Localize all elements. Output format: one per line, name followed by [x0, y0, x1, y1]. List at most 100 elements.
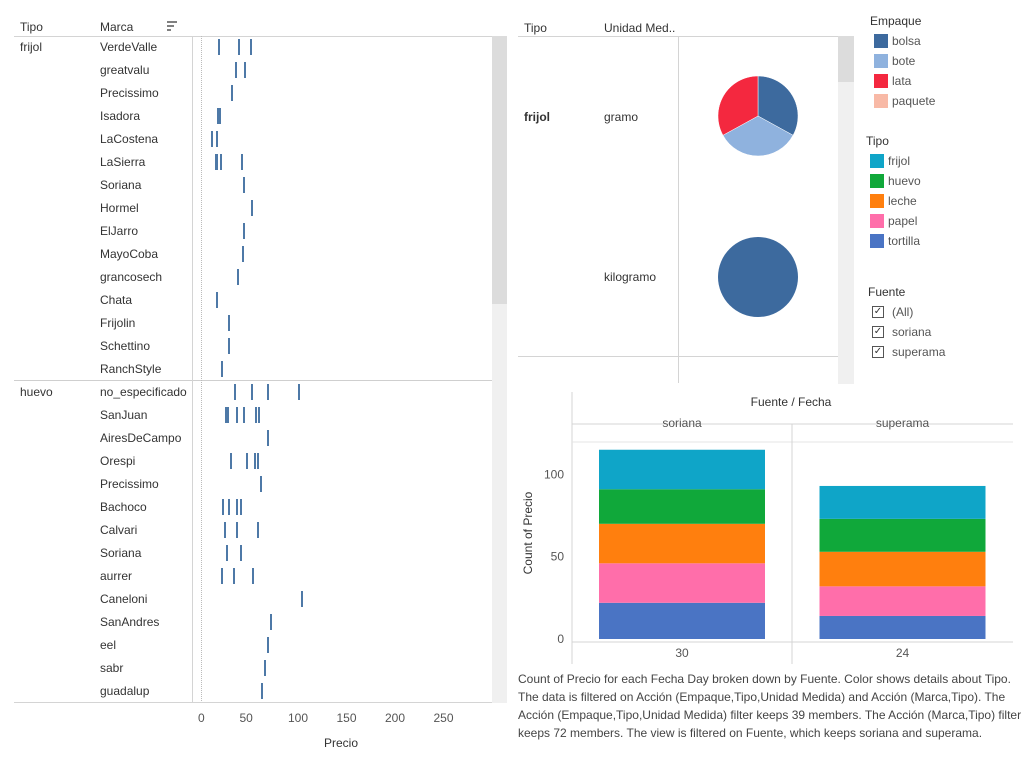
marca-label[interactable]: SanAndres: [100, 615, 160, 629]
marca-label[interactable]: guadalup: [100, 684, 150, 698]
price-mark[interactable]: [235, 499, 238, 515]
empaque-swatch-bolsa[interactable]: [874, 34, 888, 48]
marca-label[interactable]: Schettino: [100, 339, 151, 353]
marca-label[interactable]: Chata: [100, 293, 133, 307]
price-mark[interactable]: [237, 39, 240, 55]
price-mark[interactable]: [264, 660, 267, 676]
fuente-checkbox-2[interactable]: ✓: [872, 346, 884, 358]
fuente-item-label[interactable]: soriana: [892, 325, 932, 339]
marca-label[interactable]: LaCostena: [100, 132, 159, 146]
price-mark[interactable]: [236, 269, 239, 285]
pie-slice-bolsa[interactable]: [718, 237, 798, 317]
price-mark[interactable]: [228, 315, 231, 331]
marca-label[interactable]: ElJarro: [100, 224, 139, 238]
price-mark[interactable]: [215, 131, 218, 147]
price-mark[interactable]: [239, 545, 242, 561]
price-mark[interactable]: [251, 384, 254, 400]
marca-label[interactable]: Caneloni: [100, 592, 148, 606]
price-mark[interactable]: [222, 499, 225, 515]
marca-label[interactable]: VerdeValle: [100, 40, 158, 54]
marca-label[interactable]: Hormel: [100, 201, 139, 215]
marca-label[interactable]: LaSierra: [100, 155, 146, 169]
fuente-item-label[interactable]: superama: [892, 345, 946, 359]
marca-label[interactable]: AiresDeCampo: [100, 431, 182, 445]
tipo-swatch-huevo[interactable]: [870, 174, 884, 188]
price-mark[interactable]: [252, 568, 255, 584]
fuente-item-label[interactable]: (All): [892, 305, 914, 319]
bar-segment-leche[interactable]: [599, 523, 765, 564]
price-mark[interactable]: [227, 407, 230, 423]
marca-label[interactable]: RanchStyle: [100, 362, 162, 376]
price-mark[interactable]: [220, 154, 223, 170]
marca-label[interactable]: no_especificado: [100, 385, 187, 399]
tipo-swatch-tortilla[interactable]: [870, 234, 884, 248]
price-mark[interactable]: [250, 39, 253, 55]
tipo-item-papel[interactable]: papel: [888, 214, 918, 228]
price-mark[interactable]: [258, 407, 261, 423]
marca-label[interactable]: aurrer: [100, 569, 133, 583]
empaque-item-paquete[interactable]: paquete: [892, 94, 936, 108]
price-mark[interactable]: [251, 200, 254, 216]
price-mark[interactable]: [241, 246, 244, 262]
price-mark[interactable]: [260, 476, 263, 492]
price-mark[interactable]: [245, 453, 248, 469]
marca-label[interactable]: greatvalu: [100, 63, 150, 77]
price-mark[interactable]: [226, 545, 229, 561]
price-mark[interactable]: [243, 62, 246, 78]
bar-segment-leche[interactable]: [819, 551, 986, 587]
marca-label[interactable]: Bachoco: [100, 500, 147, 514]
bar-segment-papel[interactable]: [819, 586, 986, 616]
empaque-item-bote[interactable]: bote: [892, 54, 916, 68]
bar-segment-papel[interactable]: [599, 563, 765, 603]
empaque-swatch-bote[interactable]: [874, 54, 888, 68]
price-mark[interactable]: [234, 62, 237, 78]
header-marca[interactable]: Marca: [100, 20, 134, 34]
price-mark[interactable]: [218, 39, 221, 55]
sort-icon[interactable]: [166, 20, 178, 32]
marca-label[interactable]: eel: [100, 638, 117, 652]
tipo-swatch-leche[interactable]: [870, 194, 884, 208]
price-mark[interactable]: [219, 108, 222, 124]
price-mark[interactable]: [215, 292, 218, 308]
price-mark[interactable]: [257, 522, 260, 538]
tipo-item-tortilla[interactable]: tortilla: [888, 234, 921, 248]
pie-scrollbar-thumb[interactable]: [838, 36, 854, 82]
marca-label[interactable]: sabr: [100, 661, 124, 675]
price-mark[interactable]: [232, 568, 235, 584]
price-mark[interactable]: [261, 683, 264, 699]
price-mark[interactable]: [300, 591, 303, 607]
price-mark[interactable]: [254, 453, 257, 469]
bar-segment-tortilla[interactable]: [599, 602, 765, 639]
price-mark[interactable]: [266, 384, 269, 400]
price-mark[interactable]: [235, 407, 238, 423]
price-mark[interactable]: [210, 131, 213, 147]
tipo-swatch-papel[interactable]: [870, 214, 884, 228]
price-mark[interactable]: [266, 430, 269, 446]
pie-slice-bolsa[interactable]: [757, 75, 799, 136]
bar-segment-huevo[interactable]: [599, 489, 765, 524]
marca-label[interactable]: grancosech: [100, 270, 163, 284]
tipo-item-leche[interactable]: leche: [888, 194, 917, 208]
marca-label[interactable]: Soriana: [100, 178, 142, 192]
price-mark[interactable]: [297, 384, 300, 400]
price-mark[interactable]: [221, 361, 224, 377]
price-mark[interactable]: [224, 522, 227, 538]
bar-segment-frijol[interactable]: [819, 485, 986, 519]
price-mark[interactable]: [217, 108, 220, 124]
pie-slice-lata[interactable]: [717, 75, 759, 136]
price-mark[interactable]: [255, 407, 258, 423]
fuente-checkbox-1[interactable]: ✓: [872, 326, 884, 338]
marca-label[interactable]: Frijolin: [100, 316, 136, 330]
tipo-item-frijol[interactable]: frijol: [888, 154, 911, 168]
strip-scrollbar-thumb[interactable]: [492, 36, 507, 304]
empaque-item-bolsa[interactable]: bolsa: [892, 34, 921, 48]
price-mark[interactable]: [269, 614, 272, 630]
tipo-item-huevo[interactable]: huevo: [888, 174, 921, 188]
price-mark[interactable]: [235, 522, 238, 538]
empaque-swatch-paquete[interactable]: [874, 94, 888, 108]
price-mark[interactable]: [221, 568, 224, 584]
fuente-checkbox-0[interactable]: ✓: [872, 306, 884, 318]
marca-label[interactable]: SanJuan: [100, 408, 148, 422]
marca-label[interactable]: Orespi: [100, 454, 136, 468]
marca-label[interactable]: Precissimo: [100, 477, 159, 491]
